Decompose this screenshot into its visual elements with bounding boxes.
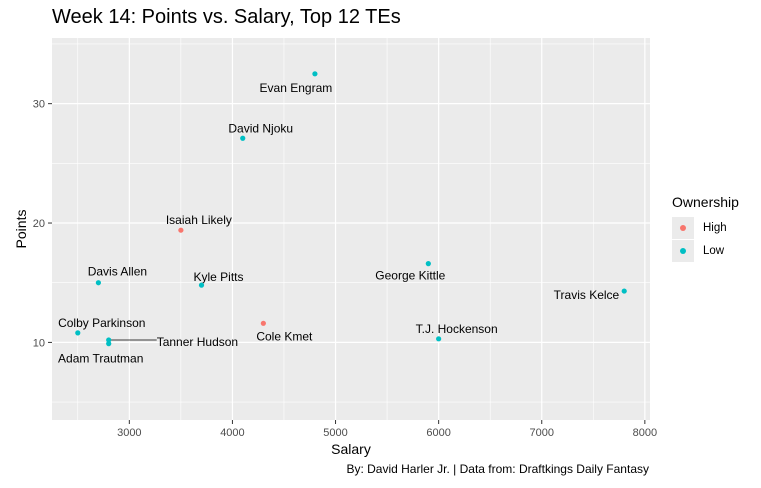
data-point [198,282,205,288]
x-tick-label: 6000 [426,427,450,439]
legend-title: Ownership [672,194,739,210]
point-label: Tanner Hudson [157,335,238,349]
data-point [75,330,81,336]
data-point [425,261,431,267]
data-points [75,71,627,347]
point-label: David Njoku [228,121,293,135]
legend-swatch-low [680,247,686,254]
legend-item-high: High [672,216,739,239]
data-point [95,280,101,286]
point-label: Travis Kelce [554,288,620,302]
point-label: Adam Trautman [58,352,143,366]
data-point [106,341,112,347]
chart-caption: By: David Harler Jr. | Data from: Draftk… [346,462,649,476]
data-point [178,227,184,233]
major-gridlines [52,38,650,420]
point-label: Kyle Pitts [193,270,243,284]
legend-item-low: Low [672,239,739,262]
x-tick-label: 7000 [529,427,553,439]
point-label: T.J. Hockenson [416,322,498,336]
y-tick-label: 10 [33,337,45,349]
legend-key-low [672,239,694,262]
y-tick-label: 20 [33,218,45,230]
point-label: Isaiah Likely [166,213,232,227]
point-label: Colby Parkinson [58,316,145,330]
x-tick-label: 8000 [633,427,657,439]
axes: 3000 4000 5000 6000 7000 8000 10 20 30 [33,99,657,439]
x-tick-label: 4000 [220,427,244,439]
legend-key-high [672,216,694,239]
legend-label-low: Low [703,244,725,257]
chart-title: Week 14: Points vs. Salary, Top 12 TEs [52,6,401,28]
data-point [312,71,318,77]
data-point [621,288,627,294]
legend-swatch-high [680,224,686,231]
plot-panel [52,38,650,420]
x-tick-label: 5000 [323,427,347,439]
y-axis-label: Points [13,210,29,249]
data-point [240,135,246,141]
point-label: Cole Kmet [256,329,313,343]
x-tick-label: 3000 [117,427,141,439]
data-point [106,337,112,343]
point-label: Evan Engram [260,81,333,95]
data-point [436,336,442,342]
point-label: George Kittle [375,269,445,283]
legend-label-high: High [703,221,727,234]
y-tick-label: 30 [33,99,45,111]
legend: Ownership High Low [672,194,739,262]
point-labels: Evan Engram David Njoku Isaiah Likely Davis… [58,81,620,366]
minor-gridlines [52,38,650,420]
point-label: Davis Allen [88,265,147,279]
data-point [260,320,266,326]
x-axis-label: Salary [331,441,371,457]
